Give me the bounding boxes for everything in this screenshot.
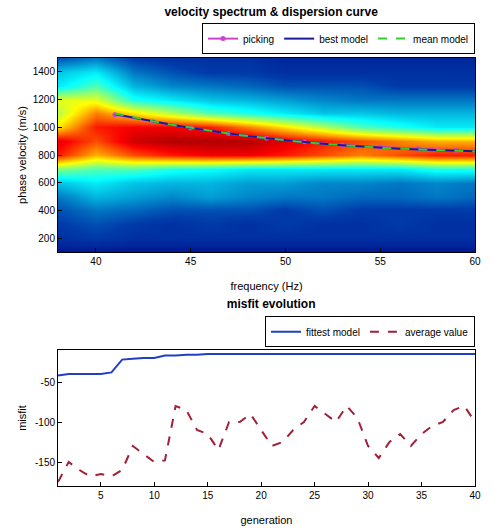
svg-text:misfit evolution: misfit evolution xyxy=(227,297,316,311)
svg-text:-150: -150 xyxy=(35,457,55,468)
svg-text:200: 200 xyxy=(38,233,55,244)
svg-text:frequency (Hz): frequency (Hz) xyxy=(230,280,302,292)
svg-text:mean model: mean model xyxy=(413,34,468,45)
svg-text:30: 30 xyxy=(363,490,375,501)
svg-text:60: 60 xyxy=(469,256,481,267)
svg-text:50: 50 xyxy=(280,256,292,267)
svg-text:picking: picking xyxy=(243,34,274,45)
svg-text:40: 40 xyxy=(469,490,481,501)
svg-text:800: 800 xyxy=(38,150,55,161)
svg-text:1000: 1000 xyxy=(33,122,56,133)
svg-text:-100: -100 xyxy=(35,417,55,428)
svg-text:10: 10 xyxy=(149,490,161,501)
svg-text:velocity spectrum & dispersion: velocity spectrum & dispersion curve xyxy=(164,5,378,19)
svg-text:1400: 1400 xyxy=(33,66,56,77)
svg-text:40: 40 xyxy=(90,256,102,267)
svg-text:600: 600 xyxy=(38,177,55,188)
svg-text:35: 35 xyxy=(416,490,428,501)
svg-text:generation: generation xyxy=(241,514,293,526)
svg-text:400: 400 xyxy=(38,205,55,216)
svg-text:25: 25 xyxy=(309,490,321,501)
svg-text:45: 45 xyxy=(185,256,197,267)
svg-text:phase velocity (m/s): phase velocity (m/s) xyxy=(16,106,28,204)
svg-text:5: 5 xyxy=(98,490,104,501)
svg-text:1200: 1200 xyxy=(33,94,56,105)
svg-text:55: 55 xyxy=(375,256,387,267)
svg-text:best model: best model xyxy=(319,34,368,45)
svg-text:misfit: misfit xyxy=(16,405,28,431)
svg-text:15: 15 xyxy=(202,490,214,501)
svg-text:20: 20 xyxy=(256,490,268,501)
svg-text:average value: average value xyxy=(405,327,468,338)
svg-text:-50: -50 xyxy=(41,377,56,388)
svg-text:fittest model: fittest model xyxy=(306,327,360,338)
